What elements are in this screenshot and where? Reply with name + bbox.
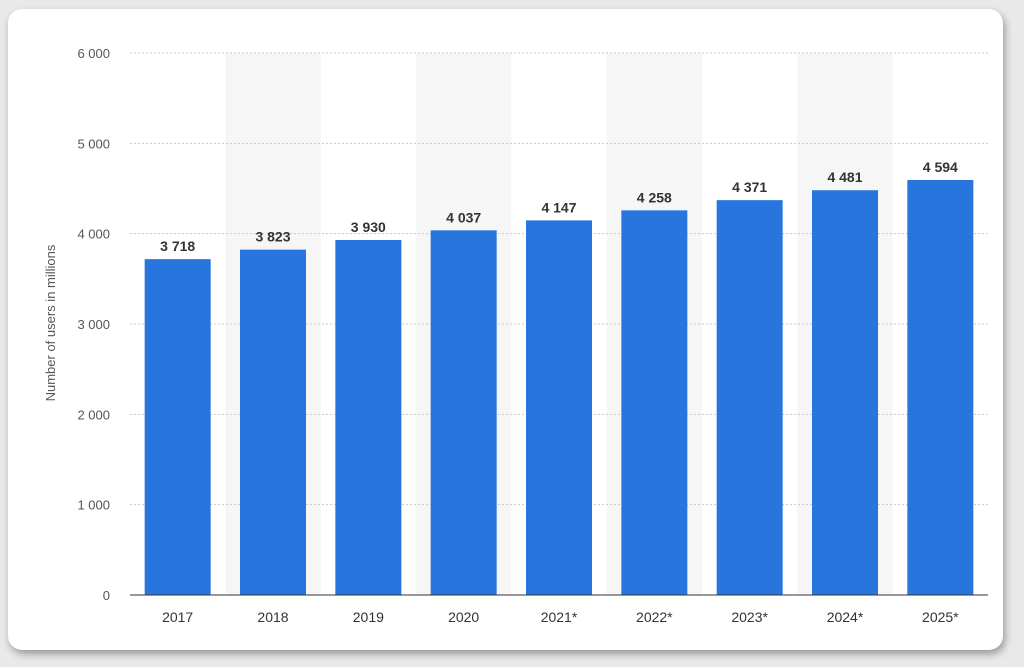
bar[interactable] bbox=[716, 200, 783, 595]
y-tick-label: 1 000 bbox=[77, 498, 110, 513]
x-tick-label: 2022* bbox=[636, 609, 673, 625]
value-labels: 3 718 3 823 3 930 4 037 4 147 4 258 4 371 4 481… bbox=[160, 159, 958, 254]
data-label: 4 594 bbox=[923, 159, 958, 175]
x-tick-label: 2021* bbox=[541, 609, 578, 625]
y-tick-label: 2 000 bbox=[77, 407, 110, 422]
x-tick-label: 2017 bbox=[162, 609, 193, 625]
bar[interactable] bbox=[430, 230, 497, 595]
bars bbox=[144, 180, 974, 596]
bar[interactable] bbox=[335, 239, 402, 596]
y-tick-label: 3 000 bbox=[77, 317, 110, 332]
y-tick-label: 4 000 bbox=[77, 227, 110, 242]
x-tick-label: 2025* bbox=[922, 609, 959, 625]
data-label: 3 930 bbox=[351, 219, 386, 235]
bar[interactable] bbox=[907, 180, 974, 595]
data-label: 3 823 bbox=[255, 229, 290, 245]
bar[interactable] bbox=[144, 259, 211, 595]
y-axis-label: Number of users in millions bbox=[43, 244, 58, 401]
bar[interactable] bbox=[621, 210, 688, 596]
x-tick-label: 2019 bbox=[353, 609, 384, 625]
x-axis-ticks: 2017 2018 2019 2020 2021* 2022* 2023* 2024* 2025… bbox=[162, 609, 959, 625]
data-label: 4 258 bbox=[637, 189, 672, 205]
y-tick-label: 0 bbox=[103, 588, 110, 603]
data-label: 4 371 bbox=[732, 179, 767, 195]
x-tick-label: 2018 bbox=[257, 609, 288, 625]
data-label: 4 147 bbox=[541, 199, 576, 215]
bar[interactable] bbox=[240, 249, 306, 595]
bar[interactable] bbox=[812, 190, 878, 595]
data-label: 4 037 bbox=[446, 209, 481, 225]
y-tick-label: 6 000 bbox=[77, 46, 110, 61]
data-label: 4 481 bbox=[827, 169, 862, 185]
x-tick-label: 2024* bbox=[827, 609, 864, 625]
data-label: 3 718 bbox=[160, 238, 195, 254]
x-tick-label: 2020 bbox=[448, 609, 479, 625]
bar[interactable] bbox=[526, 220, 592, 595]
x-tick-label: 2023* bbox=[731, 609, 768, 625]
y-axis-ticks: 0 1 000 2 000 3 000 4 000 5 000 6 000 bbox=[77, 46, 110, 603]
y-tick-label: 5 000 bbox=[77, 136, 110, 151]
